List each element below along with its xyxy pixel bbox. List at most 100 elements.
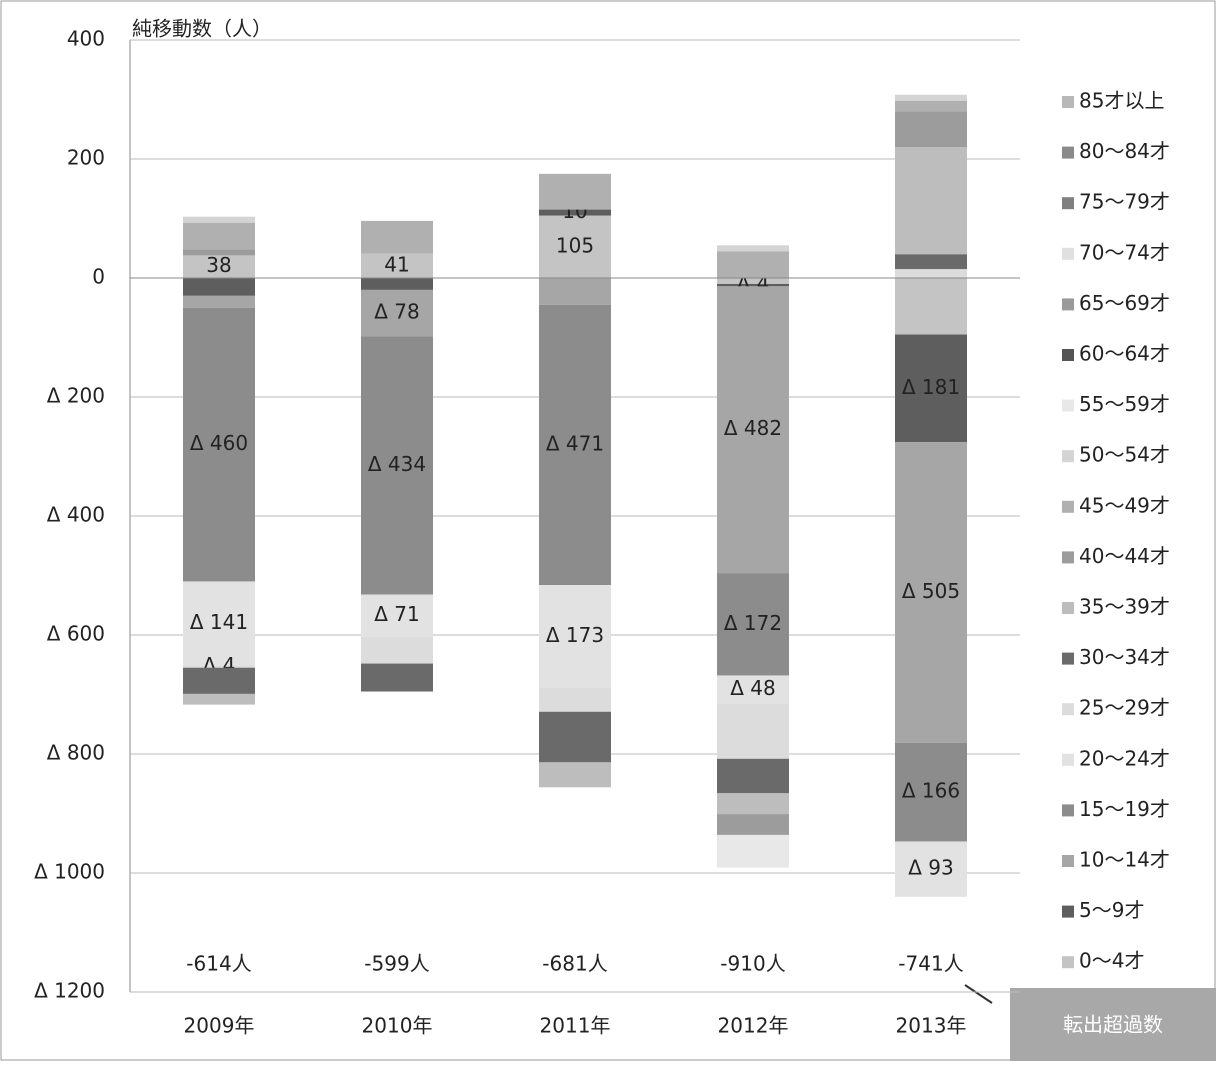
legend-label: 15〜19才 xyxy=(1079,797,1170,821)
legend-swatch xyxy=(1062,905,1074,918)
bar-segment xyxy=(717,704,789,759)
bar-segment xyxy=(895,111,967,148)
data-label: 105 xyxy=(556,233,594,257)
y-tick-label: Δ 200 xyxy=(47,384,105,408)
bar-segment xyxy=(361,289,433,337)
legend-swatch xyxy=(1062,349,1074,361)
data-label: Δ 505 xyxy=(902,579,960,603)
legend-swatch xyxy=(1062,703,1074,716)
bar-segment xyxy=(539,173,611,210)
bar-segment xyxy=(895,94,967,101)
legend-label: 75〜79才 xyxy=(1079,190,1170,214)
bar-segment xyxy=(539,209,611,216)
annotation-leader xyxy=(964,984,993,1004)
data-label: Δ 93 xyxy=(908,856,954,880)
legend-swatch xyxy=(1062,450,1074,463)
legend-swatch xyxy=(1062,500,1074,513)
bar-segment xyxy=(717,278,789,284)
bar-segment xyxy=(183,278,255,296)
bar-segment xyxy=(183,295,255,308)
bar-segment xyxy=(183,216,255,223)
legend-swatch xyxy=(1062,551,1074,564)
bar-segment xyxy=(183,222,255,250)
legend-swatch xyxy=(1062,602,1074,614)
annotation: 転出超過数 xyxy=(1063,1013,1163,1037)
x-tick-label: 2010年 xyxy=(362,1014,433,1038)
total-label: -910人 xyxy=(720,952,785,976)
legend-swatch xyxy=(1062,96,1074,108)
legend-swatch xyxy=(1062,197,1074,210)
bar-segment xyxy=(539,762,611,788)
data-label: Δ 78 xyxy=(374,300,420,324)
legend-label: 55〜59才 xyxy=(1079,392,1170,416)
legend-swatch xyxy=(1062,652,1074,665)
data-label: Δ 48 xyxy=(730,676,776,700)
bar-segment xyxy=(539,711,611,763)
bar-segment xyxy=(717,286,789,574)
bar-segment xyxy=(717,793,789,815)
legend-label: 80〜84才 xyxy=(1079,139,1170,163)
bar-segment xyxy=(361,336,433,595)
data-label: Δ 173 xyxy=(546,623,604,647)
bar-segment xyxy=(717,834,789,868)
bar-segment xyxy=(539,304,611,586)
bar-segment xyxy=(361,636,433,664)
bar-segment xyxy=(183,667,255,694)
bar-segment xyxy=(717,245,789,252)
legend-label: 30〜34才 xyxy=(1079,645,1170,669)
legend-swatch xyxy=(1062,753,1074,766)
legend-swatch xyxy=(1062,399,1074,412)
annotation-box xyxy=(1010,988,1216,1061)
bar-segment xyxy=(717,283,789,287)
bar-segment xyxy=(895,100,967,112)
data-label: Δ 181 xyxy=(902,375,960,399)
total-label: -614人 xyxy=(186,952,251,976)
bar-segment xyxy=(895,742,967,842)
total-label: -741人 xyxy=(898,952,963,976)
y-tick-label: 200 xyxy=(67,146,105,170)
total-label: -599人 xyxy=(364,952,429,976)
legend-label: 60〜64才 xyxy=(1079,342,1170,366)
bar-segment xyxy=(539,585,611,688)
data-label: Δ 482 xyxy=(724,416,782,440)
legend-label: 20〜24才 xyxy=(1079,746,1170,770)
data-label: Δ 141 xyxy=(190,610,248,634)
legend-label: 70〜74才 xyxy=(1079,240,1170,264)
bar-segment xyxy=(895,254,967,270)
legend-swatch xyxy=(1062,804,1074,817)
y-tick-label: 400 xyxy=(67,27,105,51)
legend-label: 0〜4才 xyxy=(1079,949,1144,973)
bar-segment xyxy=(895,442,967,743)
bar-segment xyxy=(895,334,967,443)
bar-segment xyxy=(717,675,789,705)
legend-label: 25〜29才 xyxy=(1079,696,1170,720)
y-tick-label: Δ 600 xyxy=(47,622,105,646)
bar-segment xyxy=(539,215,611,278)
bar-segment xyxy=(183,249,255,256)
data-label: 41 xyxy=(384,252,409,276)
data-label: Δ 460 xyxy=(190,431,248,455)
legend-label: 65〜69才 xyxy=(1079,291,1170,315)
y-tick-label: Δ 400 xyxy=(47,503,105,527)
bar-segment xyxy=(895,278,967,335)
y-axis-label: 純移動数（人） xyxy=(132,17,272,41)
bar-segment xyxy=(539,278,611,305)
bar-segment xyxy=(895,147,967,255)
legend-swatch xyxy=(1062,956,1074,969)
bar-segment xyxy=(717,573,789,676)
legend-swatch xyxy=(1062,298,1074,311)
data-label: 38 xyxy=(206,253,231,277)
bar-segment xyxy=(361,253,433,278)
bar-segment xyxy=(361,594,433,637)
legend-swatch xyxy=(1062,855,1074,867)
x-tick-label: 2013年 xyxy=(896,1014,967,1038)
data-label: Δ 434 xyxy=(368,452,426,476)
data-label: Δ 471 xyxy=(546,431,604,455)
bar-segment xyxy=(717,814,789,835)
bar-segment xyxy=(895,841,967,897)
bar-segment xyxy=(361,278,433,290)
legend-label: 10〜14才 xyxy=(1079,848,1170,872)
bar-segment xyxy=(183,307,255,582)
bar-segment xyxy=(539,687,611,712)
